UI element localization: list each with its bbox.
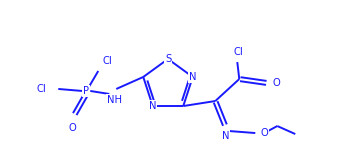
Text: O: O xyxy=(68,123,76,133)
Text: NH: NH xyxy=(107,95,122,105)
Text: O: O xyxy=(260,128,268,138)
Text: Cl: Cl xyxy=(234,47,243,57)
Text: Cl: Cl xyxy=(36,84,46,94)
Text: O: O xyxy=(272,78,280,88)
Text: N: N xyxy=(222,131,229,141)
Text: S: S xyxy=(165,54,171,64)
Text: P: P xyxy=(83,86,89,96)
Text: Cl: Cl xyxy=(102,56,112,66)
Text: N: N xyxy=(149,101,157,111)
Text: N: N xyxy=(189,72,196,82)
